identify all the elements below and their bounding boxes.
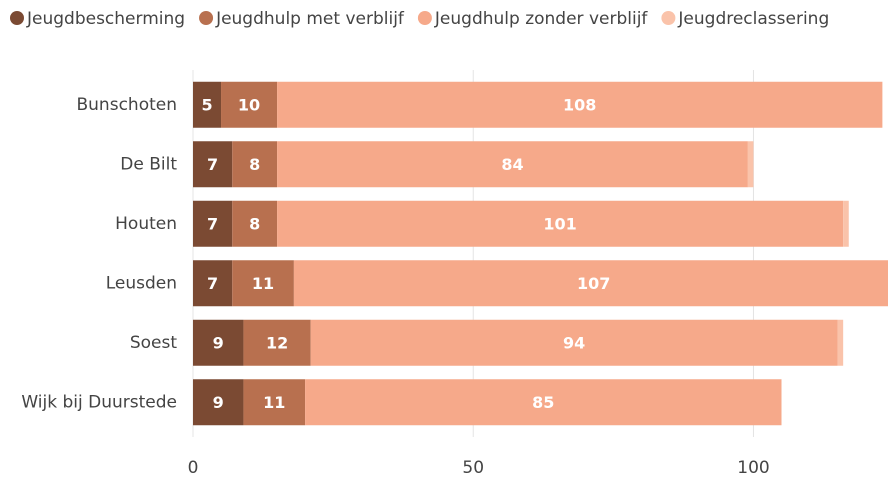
value-label: 5 [201, 95, 212, 114]
value-label: 11 [252, 274, 274, 293]
y-tick-label: De Bilt [120, 154, 177, 174]
bar-segment [747, 141, 754, 188]
legend-label: Jeugdbescherming [26, 9, 185, 29]
legend-marker [417, 11, 432, 25]
legend-label: Jeugdhulp zonder verblijf [434, 9, 649, 29]
x-tick-label: 50 [462, 458, 484, 478]
legend-label: Jeugdreclassering [677, 9, 829, 29]
bar-segment [277, 81, 883, 128]
value-label: 11 [263, 393, 285, 412]
bar-segment [837, 319, 844, 366]
bar-segment [232, 260, 294, 307]
bar-segment [305, 379, 782, 426]
bar-segment [843, 200, 849, 247]
value-label: 8 [249, 155, 260, 174]
bar-segment [232, 200, 278, 247]
bar-segment [193, 319, 244, 366]
x-tick-label: 100 [737, 458, 769, 478]
value-label: 10 [238, 95, 260, 114]
bar-segment [277, 200, 844, 247]
bar-segment [193, 81, 222, 128]
bar-segment [193, 379, 244, 426]
y-tick-label: Wijk bij Duurstede [21, 392, 177, 412]
bar-segment [277, 141, 748, 188]
value-label: 107 [577, 274, 610, 293]
legend-marker [199, 11, 214, 25]
value-label: 101 [543, 214, 576, 233]
bar-segment [193, 260, 233, 307]
bar-segment [310, 319, 838, 366]
value-label: 7 [207, 274, 218, 293]
value-label: 7 [207, 155, 218, 174]
y-tick-label: Houten [115, 214, 177, 234]
value-label: 8 [249, 214, 260, 233]
legend-marker [661, 11, 676, 25]
bar-segment [193, 141, 233, 188]
value-label: 9 [213, 393, 224, 412]
y-tick-label: Soest [130, 333, 178, 353]
value-label: 9 [213, 333, 224, 352]
bar-segment [193, 200, 233, 247]
legend-marker [10, 11, 24, 25]
value-label: 94 [563, 333, 585, 352]
x-tick-label: 0 [188, 458, 199, 478]
bar-segment [232, 141, 278, 188]
bar-segment [243, 319, 311, 366]
y-tick-label: Bunschoten [77, 95, 178, 115]
value-label: 85 [532, 393, 554, 412]
bar-segment [293, 260, 888, 307]
value-label: 84 [501, 155, 523, 174]
bar-segment [221, 81, 278, 128]
value-label: 7 [207, 214, 218, 233]
y-tick-label: Leusden [106, 273, 177, 293]
value-label: 12 [266, 333, 288, 352]
legend-label: Jeugdhulp met verblijf [215, 9, 405, 29]
bar-segment [243, 379, 306, 426]
value-label: 108 [563, 95, 596, 114]
